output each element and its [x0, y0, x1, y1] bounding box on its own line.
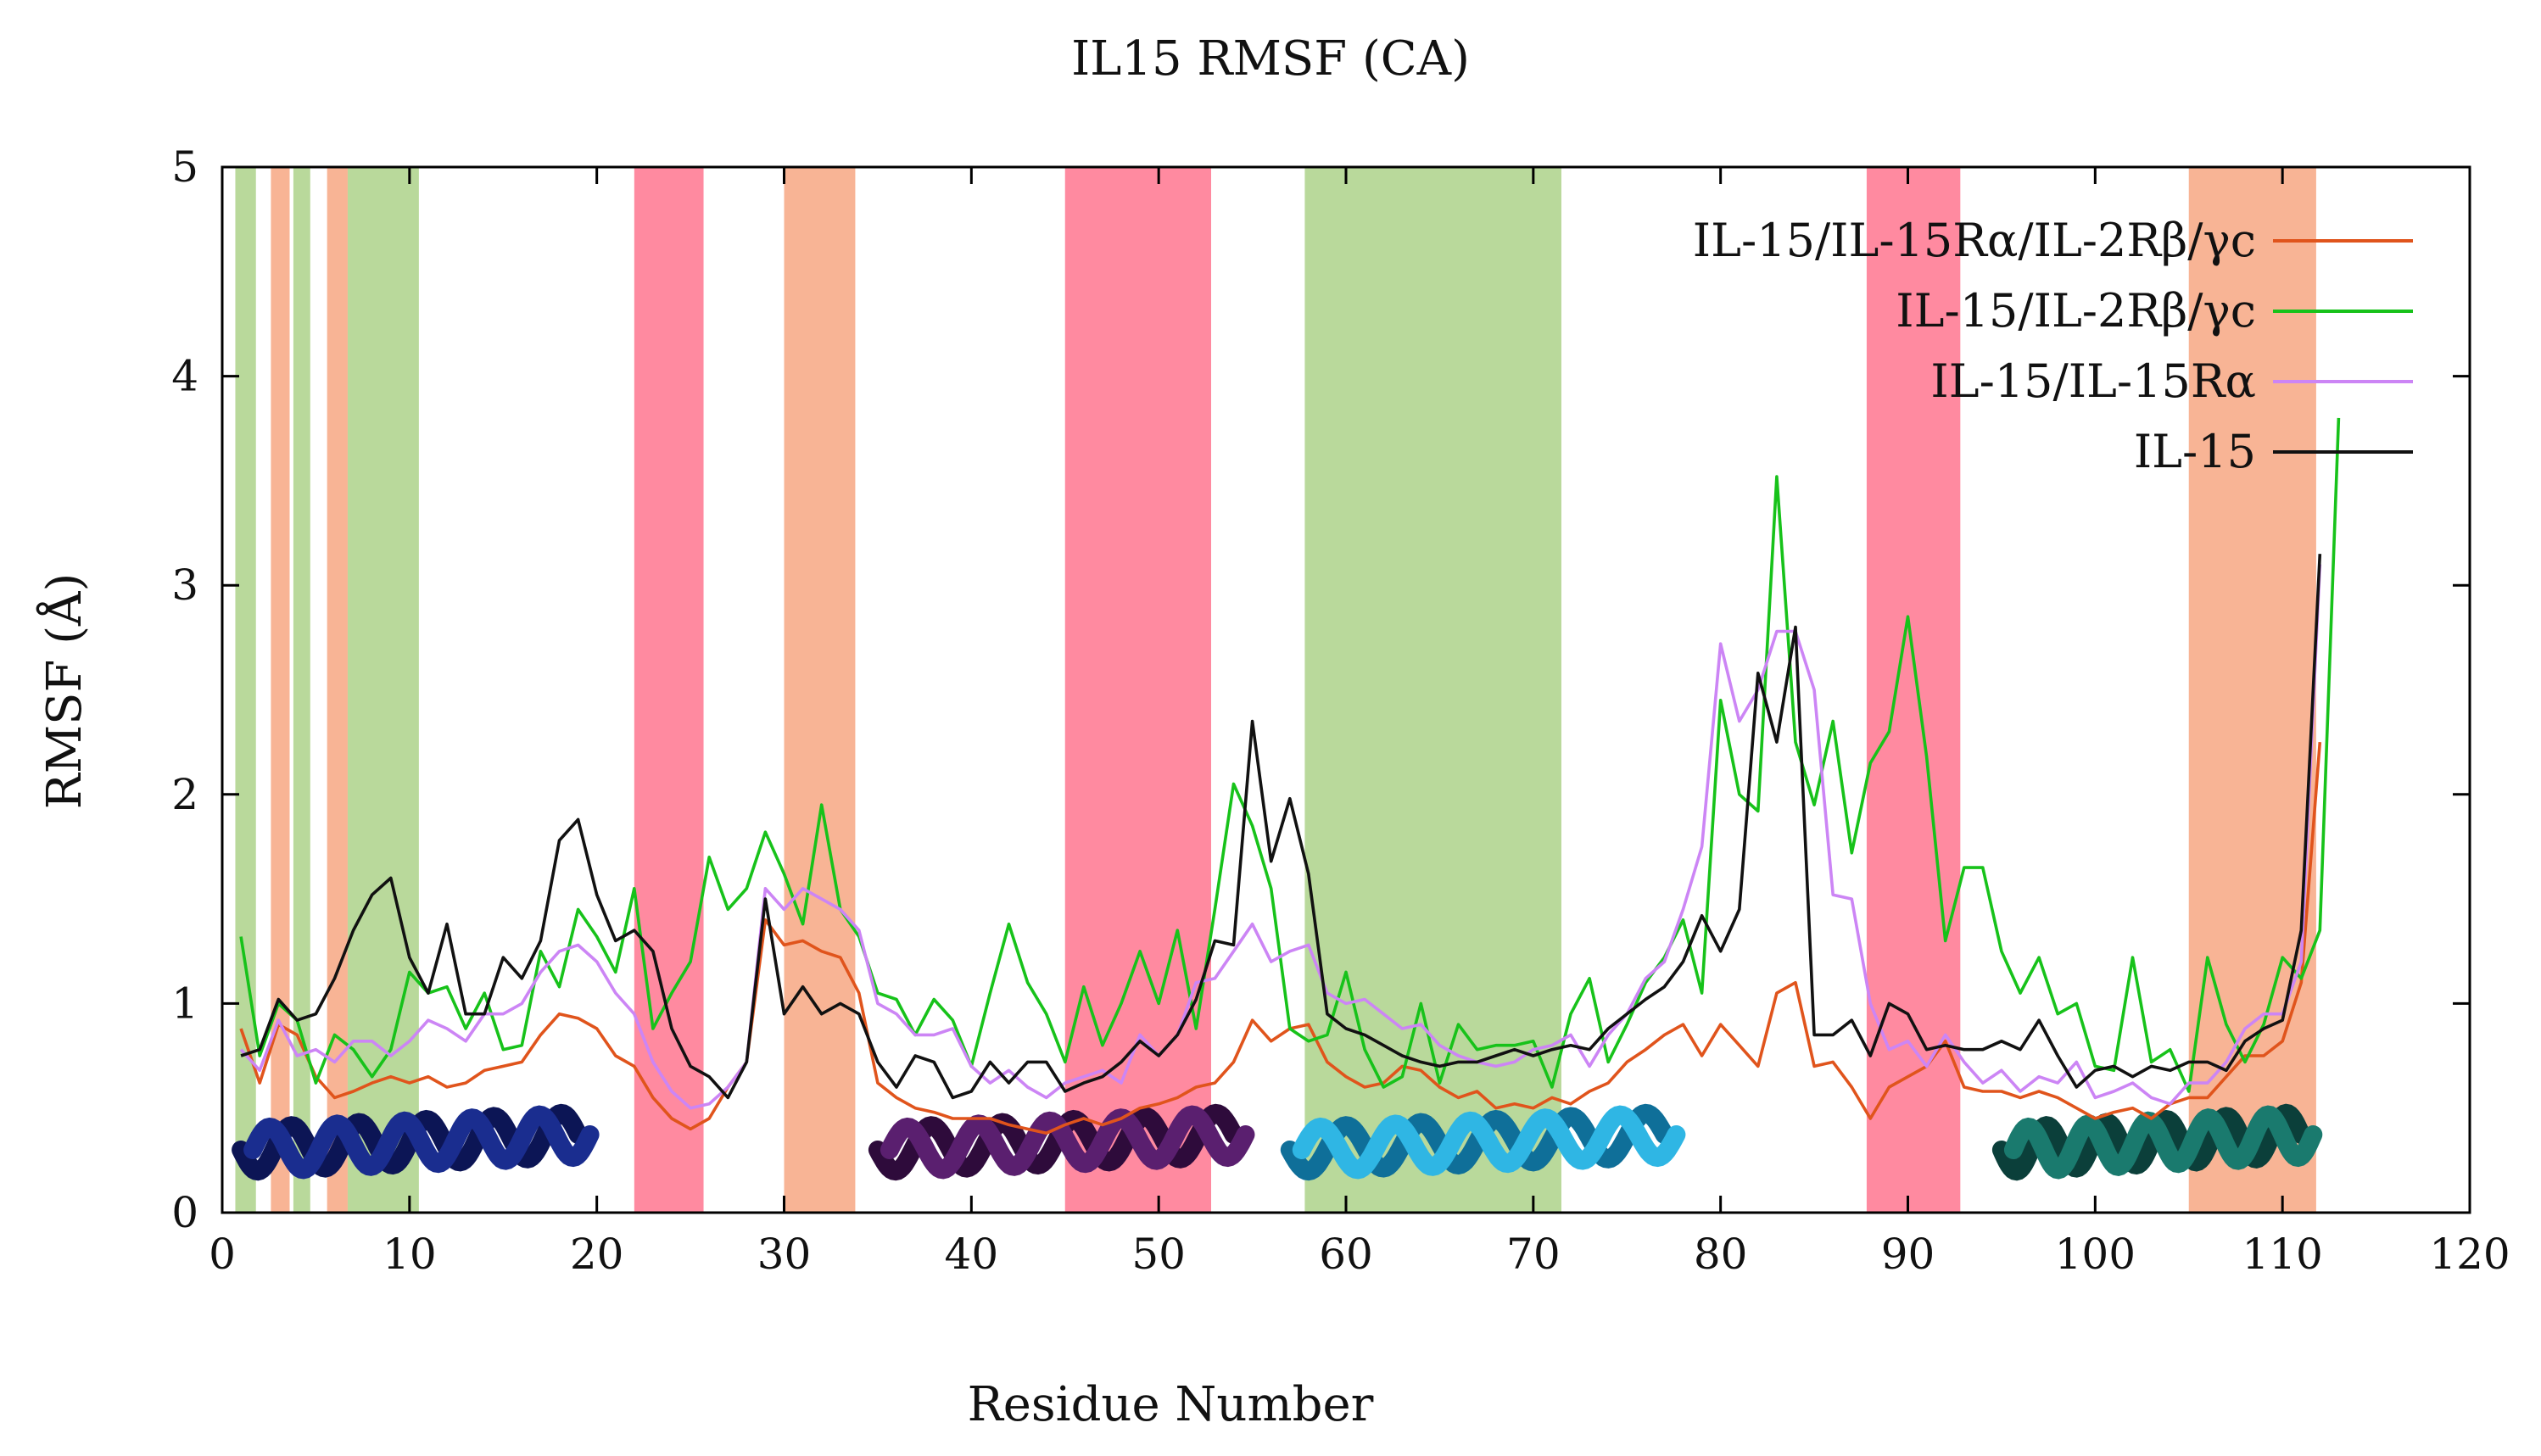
legend-label-3: IL-15/IL-15Rα	[1930, 354, 2256, 408]
legend: IL-15/IL-15Rα/IL-2Rβ/γc IL-15/IL-2Rβ/γc IL…	[1693, 214, 2413, 478]
y-tick-label: 4	[171, 352, 198, 401]
helix-3-illustration	[1280, 1103, 1686, 1181]
highlight-band-pink-6	[634, 167, 704, 1213]
helix-1-front-strand	[243, 1105, 600, 1180]
x-tick-label: 20	[570, 1230, 624, 1279]
x-tick-label: 10	[383, 1230, 437, 1279]
helix-4-front-strand	[2003, 1105, 2323, 1180]
y-tick-label: 1	[171, 979, 198, 1028]
highlight-band-orange-2	[271, 167, 290, 1213]
x-tick-label: 40	[945, 1230, 999, 1279]
x-tick-label: 60	[1319, 1230, 1373, 1279]
helix-3-front-strand	[1292, 1105, 1686, 1180]
helix-illustrations	[232, 1103, 2323, 1181]
series-lines	[239, 417, 2341, 1135]
y-axis-label: RMSF (Å)	[36, 573, 92, 810]
highlight-band-green-3	[293, 167, 310, 1213]
x-tick-label: 80	[1694, 1230, 1748, 1279]
highlight-band-orange-11	[2188, 167, 2316, 1213]
x-tick-label: 90	[1881, 1230, 1935, 1279]
series-line-2	[239, 417, 2341, 1093]
helix-4-illustration	[1991, 1103, 2323, 1181]
series-line-3	[239, 564, 2322, 1110]
legend-label-4: IL-15	[2134, 425, 2256, 478]
helix-2-front-strand	[880, 1105, 1255, 1180]
y-tick-label: 3	[171, 561, 198, 610]
x-tick-label: 50	[1131, 1230, 1186, 1279]
x-tick-label: 30	[757, 1230, 812, 1279]
x-axis-label: Residue Number	[968, 1377, 1374, 1432]
series-line-4	[240, 554, 2322, 1100]
legend-label-1: IL-15/IL-15Rα/IL-2Rβ/γc	[1693, 214, 2256, 267]
highlight-band-orange-7	[784, 167, 856, 1213]
x-tick-label: 0	[209, 1230, 236, 1279]
x-tick-label: 110	[2242, 1230, 2322, 1279]
y-tick-label: 0	[171, 1188, 198, 1237]
x-tick-label: 70	[1506, 1230, 1561, 1279]
x-tick-label: 100	[2055, 1230, 2136, 1279]
highlight-band-pink-8	[1064, 167, 1211, 1213]
y-tick-label: 5	[171, 142, 198, 192]
highlight-band-green-5	[347, 167, 419, 1213]
series-line-1	[239, 741, 2322, 1135]
axes: 0 10 20 30 40 50 60 70 80 90 100 110 120 0 1 2 3 4 5	[171, 142, 2510, 1279]
helix-3-back-strand	[1280, 1103, 1674, 1181]
chart-title: IL15 RMSF (CA)	[1071, 31, 1470, 86]
helix-1-illustration	[232, 1103, 600, 1181]
helix-2-illustration	[868, 1103, 1255, 1181]
y-tick-label: 2	[171, 770, 198, 819]
x-tick-label: 120	[2429, 1230, 2510, 1279]
legend-label-2: IL-15/IL-2Rβ/γc	[1896, 284, 2256, 338]
highlight-band-orange-4	[327, 167, 348, 1213]
